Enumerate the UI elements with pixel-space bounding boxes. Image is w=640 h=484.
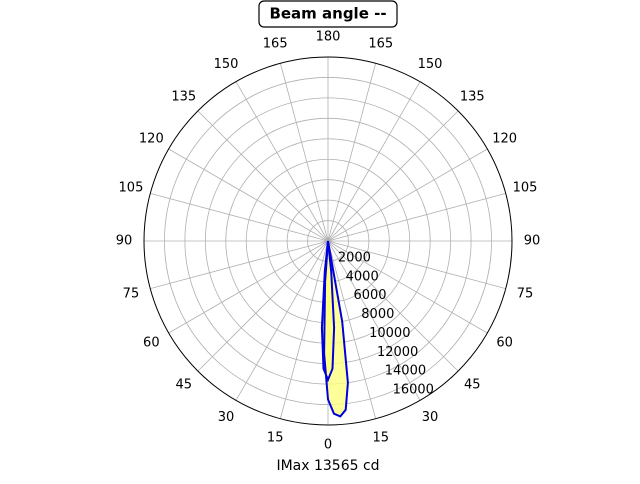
grid-spoke (150, 192, 329, 242)
theta-tick-label: 105 (119, 181, 144, 196)
theta-tick-label: 30 (422, 410, 439, 425)
grid-spoke (327, 240, 506, 290)
r-tick-label: 6000 (353, 288, 386, 303)
r-tick-label: 14000 (385, 364, 426, 379)
theta-tick-label: 90 (524, 234, 541, 249)
grid-spoke (327, 240, 421, 401)
grid-spoke (279, 63, 329, 242)
chart-title: Beam angle -- (269, 5, 386, 23)
r-tick-label: 8000 (361, 307, 394, 322)
theta-tick-label: 60 (143, 336, 160, 351)
r-tick-label: 4000 (346, 269, 379, 284)
theta-tick-label: 30 (218, 410, 235, 425)
theta-tick-label: 120 (492, 132, 517, 147)
theta-tick-label: 15 (373, 431, 390, 446)
grid-spoke (327, 110, 459, 242)
intensity-curve (320, 240, 336, 383)
grid-spoke (168, 240, 329, 334)
grid-spoke (235, 81, 329, 242)
grid-spoke (327, 148, 488, 242)
theta-tick-label: 105 (513, 181, 538, 196)
theta-tick-label: 15 (267, 431, 284, 446)
grid-spoke (327, 240, 459, 372)
theta-tick-label: 75 (123, 286, 140, 301)
grid-spoke (279, 240, 329, 419)
grid-spoke (197, 110, 329, 242)
x-axis-label: IMax 13565 cd (276, 458, 379, 474)
theta-tick-label: 75 (517, 286, 534, 301)
theta-tick-label: 45 (464, 378, 481, 393)
grid-spoke (235, 240, 329, 401)
theta-tick-label: 135 (171, 89, 196, 104)
r-tick-label: 12000 (377, 345, 418, 360)
theta-tick-label: 165 (368, 36, 393, 51)
grid-spoke (327, 240, 377, 419)
r-tick-label: 16000 (393, 383, 434, 398)
polar-frame (143, 56, 513, 426)
grid-spoke (197, 240, 329, 372)
grid-spoke (327, 240, 488, 334)
theta-tick-label: 150 (214, 57, 239, 72)
theta-tick-label: 165 (263, 36, 288, 51)
grid-spoke (327, 81, 421, 242)
grid-spoke (327, 192, 506, 242)
theta-tick-label: 60 (496, 336, 513, 351)
grid-spoke (150, 240, 329, 290)
theta-tick-label: 135 (460, 89, 485, 104)
r-tick-label: 10000 (369, 326, 410, 341)
theta-tick-label: 120 (139, 132, 164, 147)
theta-tick-label: 45 (175, 378, 192, 393)
r-tick-label: 2000 (338, 250, 371, 265)
grid-spoke (168, 148, 329, 242)
theta-tick-label: 180 (316, 30, 341, 45)
intensity-curve (323, 240, 349, 418)
title-box (258, 0, 398, 28)
theta-tick-label: 0 (324, 438, 332, 453)
theta-tick-label: 90 (116, 234, 133, 249)
grid-spoke (327, 63, 377, 242)
theta-tick-label: 150 (418, 57, 443, 72)
